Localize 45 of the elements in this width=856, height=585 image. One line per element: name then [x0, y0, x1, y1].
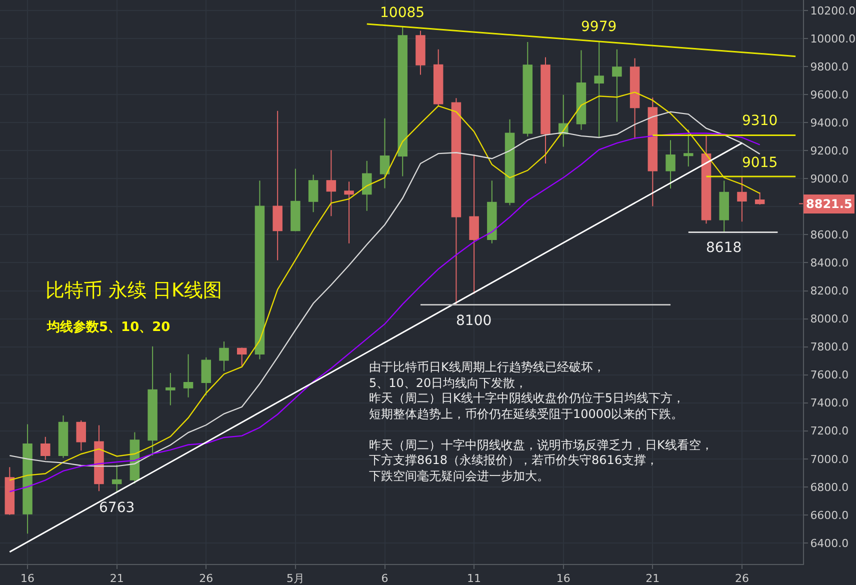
x-tick-label: 6	[381, 572, 388, 585]
y-tick-label: 8400.0	[810, 256, 849, 270]
y-tick-label: 8600.0	[810, 228, 849, 242]
x-tick-label: 26	[199, 572, 214, 585]
x-tick-label: 11	[467, 572, 482, 585]
y-tick-label: 10200.0	[810, 4, 856, 18]
y-tick-label: 6600.0	[810, 508, 849, 522]
y-tick-label: 7600.0	[810, 368, 849, 382]
y-tick-label: 7400.0	[810, 396, 849, 410]
y-tick-label: 9800.0	[810, 60, 849, 74]
x-tick-label: 5月	[286, 572, 304, 585]
annotation: 10085	[380, 5, 425, 21]
y-tick-label: 6800.0	[810, 480, 849, 494]
annotation: 8100	[456, 313, 492, 329]
annotation: 昨天（周二）十字中阴线收盘，说明市场反弹乏力，日K线看空，	[369, 438, 713, 452]
annotation: 9979	[581, 19, 617, 35]
y-tick-label: 9200.0	[810, 144, 849, 158]
text: 比特币 永续 日K线图	[45, 279, 222, 302]
annotation: 6763	[99, 500, 135, 516]
annotation: 9015	[742, 155, 778, 171]
y-tick-label: 9400.0	[810, 116, 849, 130]
ref-line-label: 8821.5	[806, 197, 852, 211]
y-tick-label: 6400.0	[810, 536, 849, 550]
annotation: 短期整体趋势上，币价仍在延续受阻于10000以来的下跌。	[369, 407, 684, 421]
x-tick-label: 21	[646, 572, 660, 585]
x-tick-label: 16	[20, 572, 35, 585]
y-tick-label: 7800.0	[810, 340, 849, 354]
annotation: 由于比特币日K线周期上行趋势线已经破坏，	[369, 360, 605, 374]
annotation: 昨天（周二）日K线十字中阴线收盘价仍位于5日均线下方，	[369, 391, 685, 405]
y-tick-label: 7000.0	[810, 452, 849, 466]
text: 均线参数5、10、20	[46, 319, 170, 335]
annotation: 下方支撑8618（永续报价），若币价失守8616支撑，	[369, 453, 658, 467]
y-tick-label: 7200.0	[810, 424, 849, 438]
annotation: 下跌空间毫无疑问会进一步加大。	[369, 469, 549, 483]
x-tick-label: 16	[556, 572, 570, 585]
x-tick-label: 26	[734, 572, 749, 585]
y-tick-label: 9000.0	[810, 172, 849, 186]
annotation: 8618	[706, 240, 742, 256]
y-tick-label: 10000.0	[810, 32, 856, 46]
y-tick-label: 9600.0	[810, 88, 849, 102]
annotation: 9310	[742, 113, 778, 129]
y-tick-label: 8200.0	[810, 284, 849, 298]
annotation: 5、10、20日均线向下发散，	[369, 376, 528, 390]
x-tick-label: 21	[110, 572, 124, 585]
y-tick-label: 8000.0	[810, 312, 849, 326]
